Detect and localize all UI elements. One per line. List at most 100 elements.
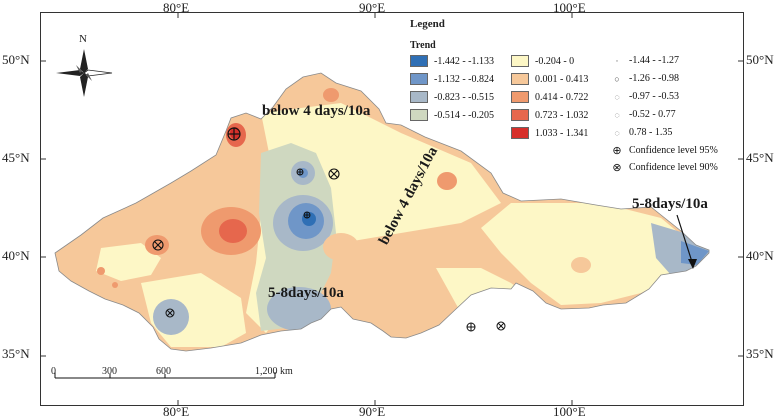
circle-plus-icon	[466, 322, 476, 332]
legend-swatch	[511, 109, 529, 121]
lat-label-right: 40°N	[746, 248, 774, 263]
legend-label: 0.78 - 1.35	[629, 127, 673, 138]
legend-point-class: ○ -1.26 - -0.98	[610, 73, 679, 84]
legend-swatch	[410, 73, 428, 85]
annotation-5-8-days-east: 5-8days/10a	[632, 196, 708, 212]
axis-ticks	[41, 13, 743, 405]
legend-fill-class: 0.414 - 0.722	[511, 91, 588, 103]
legend-swatch	[511, 55, 529, 67]
zone-light-orange	[451, 229, 486, 253]
legend-fill-class: -0.823 - -0.515	[410, 91, 494, 103]
legend-point-class: ◌ 0.78 - 1.35	[610, 127, 672, 138]
tiny-dot-icon: ·	[615, 55, 619, 66]
zone-orange	[145, 235, 169, 255]
legend-swatch	[410, 91, 428, 103]
legend-fill-class: -1.442 - -1.133	[410, 55, 494, 67]
legend-point-class: ◌ -0.97 - -0.53	[610, 91, 679, 102]
circle-plus-icon	[227, 127, 241, 141]
zone-red	[230, 127, 240, 139]
map-canvas	[41, 13, 743, 405]
lat-label-right: 50°N	[746, 52, 774, 67]
legend-fill-class: 1.033 - 1.341	[511, 127, 588, 139]
map-frame	[40, 12, 744, 406]
circle-x-icon: ⊗	[612, 162, 622, 174]
small-circle-icon: ○	[614, 73, 620, 84]
legend-label: 0.001 - 0.413	[535, 73, 589, 85]
zone-red-orange	[219, 219, 247, 243]
legend-swatch	[511, 73, 529, 85]
dashed-circle-icon: ◌	[614, 91, 620, 102]
legend-label: Confidence level 90%	[629, 162, 718, 173]
scale-label-600: 600	[156, 366, 171, 377]
circle-x-icon	[328, 168, 340, 180]
zone-orange	[112, 282, 118, 288]
lon-label-bottom: 100°E	[553, 404, 586, 419]
legend-swatch	[511, 127, 529, 139]
legend-fill-class: 0.723 - 1.032	[511, 109, 588, 121]
zone-sage	[449, 301, 529, 351]
scale-label-1200: 1,200 km	[255, 366, 293, 377]
scale-label-0: 0	[51, 366, 56, 377]
legend-label: 0.723 - 1.032	[535, 109, 589, 121]
annotation-5-8-days-center: 5-8days/10a	[268, 285, 344, 301]
dashed-circle-icon: ◌	[614, 109, 620, 120]
legend-swatch	[410, 55, 428, 67]
lon-label-bottom: 80°E	[163, 404, 190, 419]
legend-label: 0.414 - 0.722	[535, 91, 589, 103]
circle-x-icon	[165, 308, 175, 318]
dashed-circle-icon: ◌	[614, 127, 620, 138]
legend-label: Confidence level 95%	[629, 145, 718, 156]
legend-fill-class: -0.514 - -0.205	[410, 109, 494, 121]
legend-fill-class: -1.132 - -0.824	[410, 73, 494, 85]
circle-plus-icon	[296, 168, 304, 176]
circle-x-icon	[496, 321, 506, 331]
lat-label-right: 45°N	[746, 150, 774, 165]
circle-x-icon	[152, 239, 164, 251]
legend-label: -1.132 - -0.824	[434, 73, 494, 85]
legend-point-class: · -1.44 - -1.27	[610, 55, 680, 66]
legend-fill-class: -0.204 - 0	[511, 55, 574, 67]
lon-label-bottom: 90°E	[359, 404, 386, 419]
legend-confidence-90: ⊗ Confidence level 90%	[610, 161, 718, 174]
circle-plus-icon: ⊕	[612, 145, 622, 157]
zone-light-orange	[571, 257, 591, 273]
lon-label-top: 100°E	[553, 0, 586, 15]
legend-label: -0.823 - -0.515	[434, 91, 494, 103]
circle-plus-icon	[303, 211, 311, 219]
lat-label-right: 35°N	[746, 346, 774, 361]
legend-confidence-95: ⊕ Confidence level 95%	[610, 144, 718, 157]
zone-blue-gray	[267, 287, 331, 331]
legend-label: -1.26 - -0.98	[629, 73, 679, 84]
legend-swatch	[410, 109, 428, 121]
legend-label: -0.204 - 0	[535, 55, 575, 67]
legend-swatch	[511, 91, 529, 103]
scale-bar	[54, 372, 276, 379]
legend-subtitle: Trend	[410, 40, 436, 51]
annotation-below-4-days-top: below 4 days/10a	[262, 103, 371, 119]
zone-orange	[437, 172, 457, 190]
legend-label: 1.033 - 1.341	[535, 127, 589, 139]
legend-label: -1.44 - -1.27	[629, 55, 679, 66]
lat-label-left: 45°N	[2, 150, 30, 165]
zone-pale-yellow	[481, 203, 691, 305]
legend-point-class: ◌ -0.52 - 0.77	[610, 109, 676, 120]
lat-label-left: 35°N	[2, 346, 30, 361]
zone-pale-yellow	[96, 243, 161, 281]
zone-orange	[323, 88, 339, 102]
lon-label-top: 80°E	[163, 0, 190, 15]
legend-title: Legend	[410, 18, 445, 30]
legend-label: -0.52 - 0.77	[629, 109, 676, 120]
legend-fill-class: 0.001 - 0.413	[511, 73, 588, 85]
north-arrow-compass-icon	[56, 49, 113, 97]
annotation-arrow-icon	[676, 214, 697, 269]
zone-blue-gray	[457, 309, 497, 345]
legend-label: -1.442 - -1.133	[434, 55, 494, 67]
north-label: N	[79, 33, 87, 45]
lat-label-left: 50°N	[2, 52, 30, 67]
zone-light-orange	[323, 233, 359, 261]
legend-label: -0.514 - -0.205	[434, 109, 494, 121]
scale-label-300: 300	[102, 366, 117, 377]
legend-label: -0.97 - -0.53	[629, 91, 679, 102]
zone-orange	[97, 267, 105, 275]
lon-label-top: 90°E	[359, 0, 386, 15]
